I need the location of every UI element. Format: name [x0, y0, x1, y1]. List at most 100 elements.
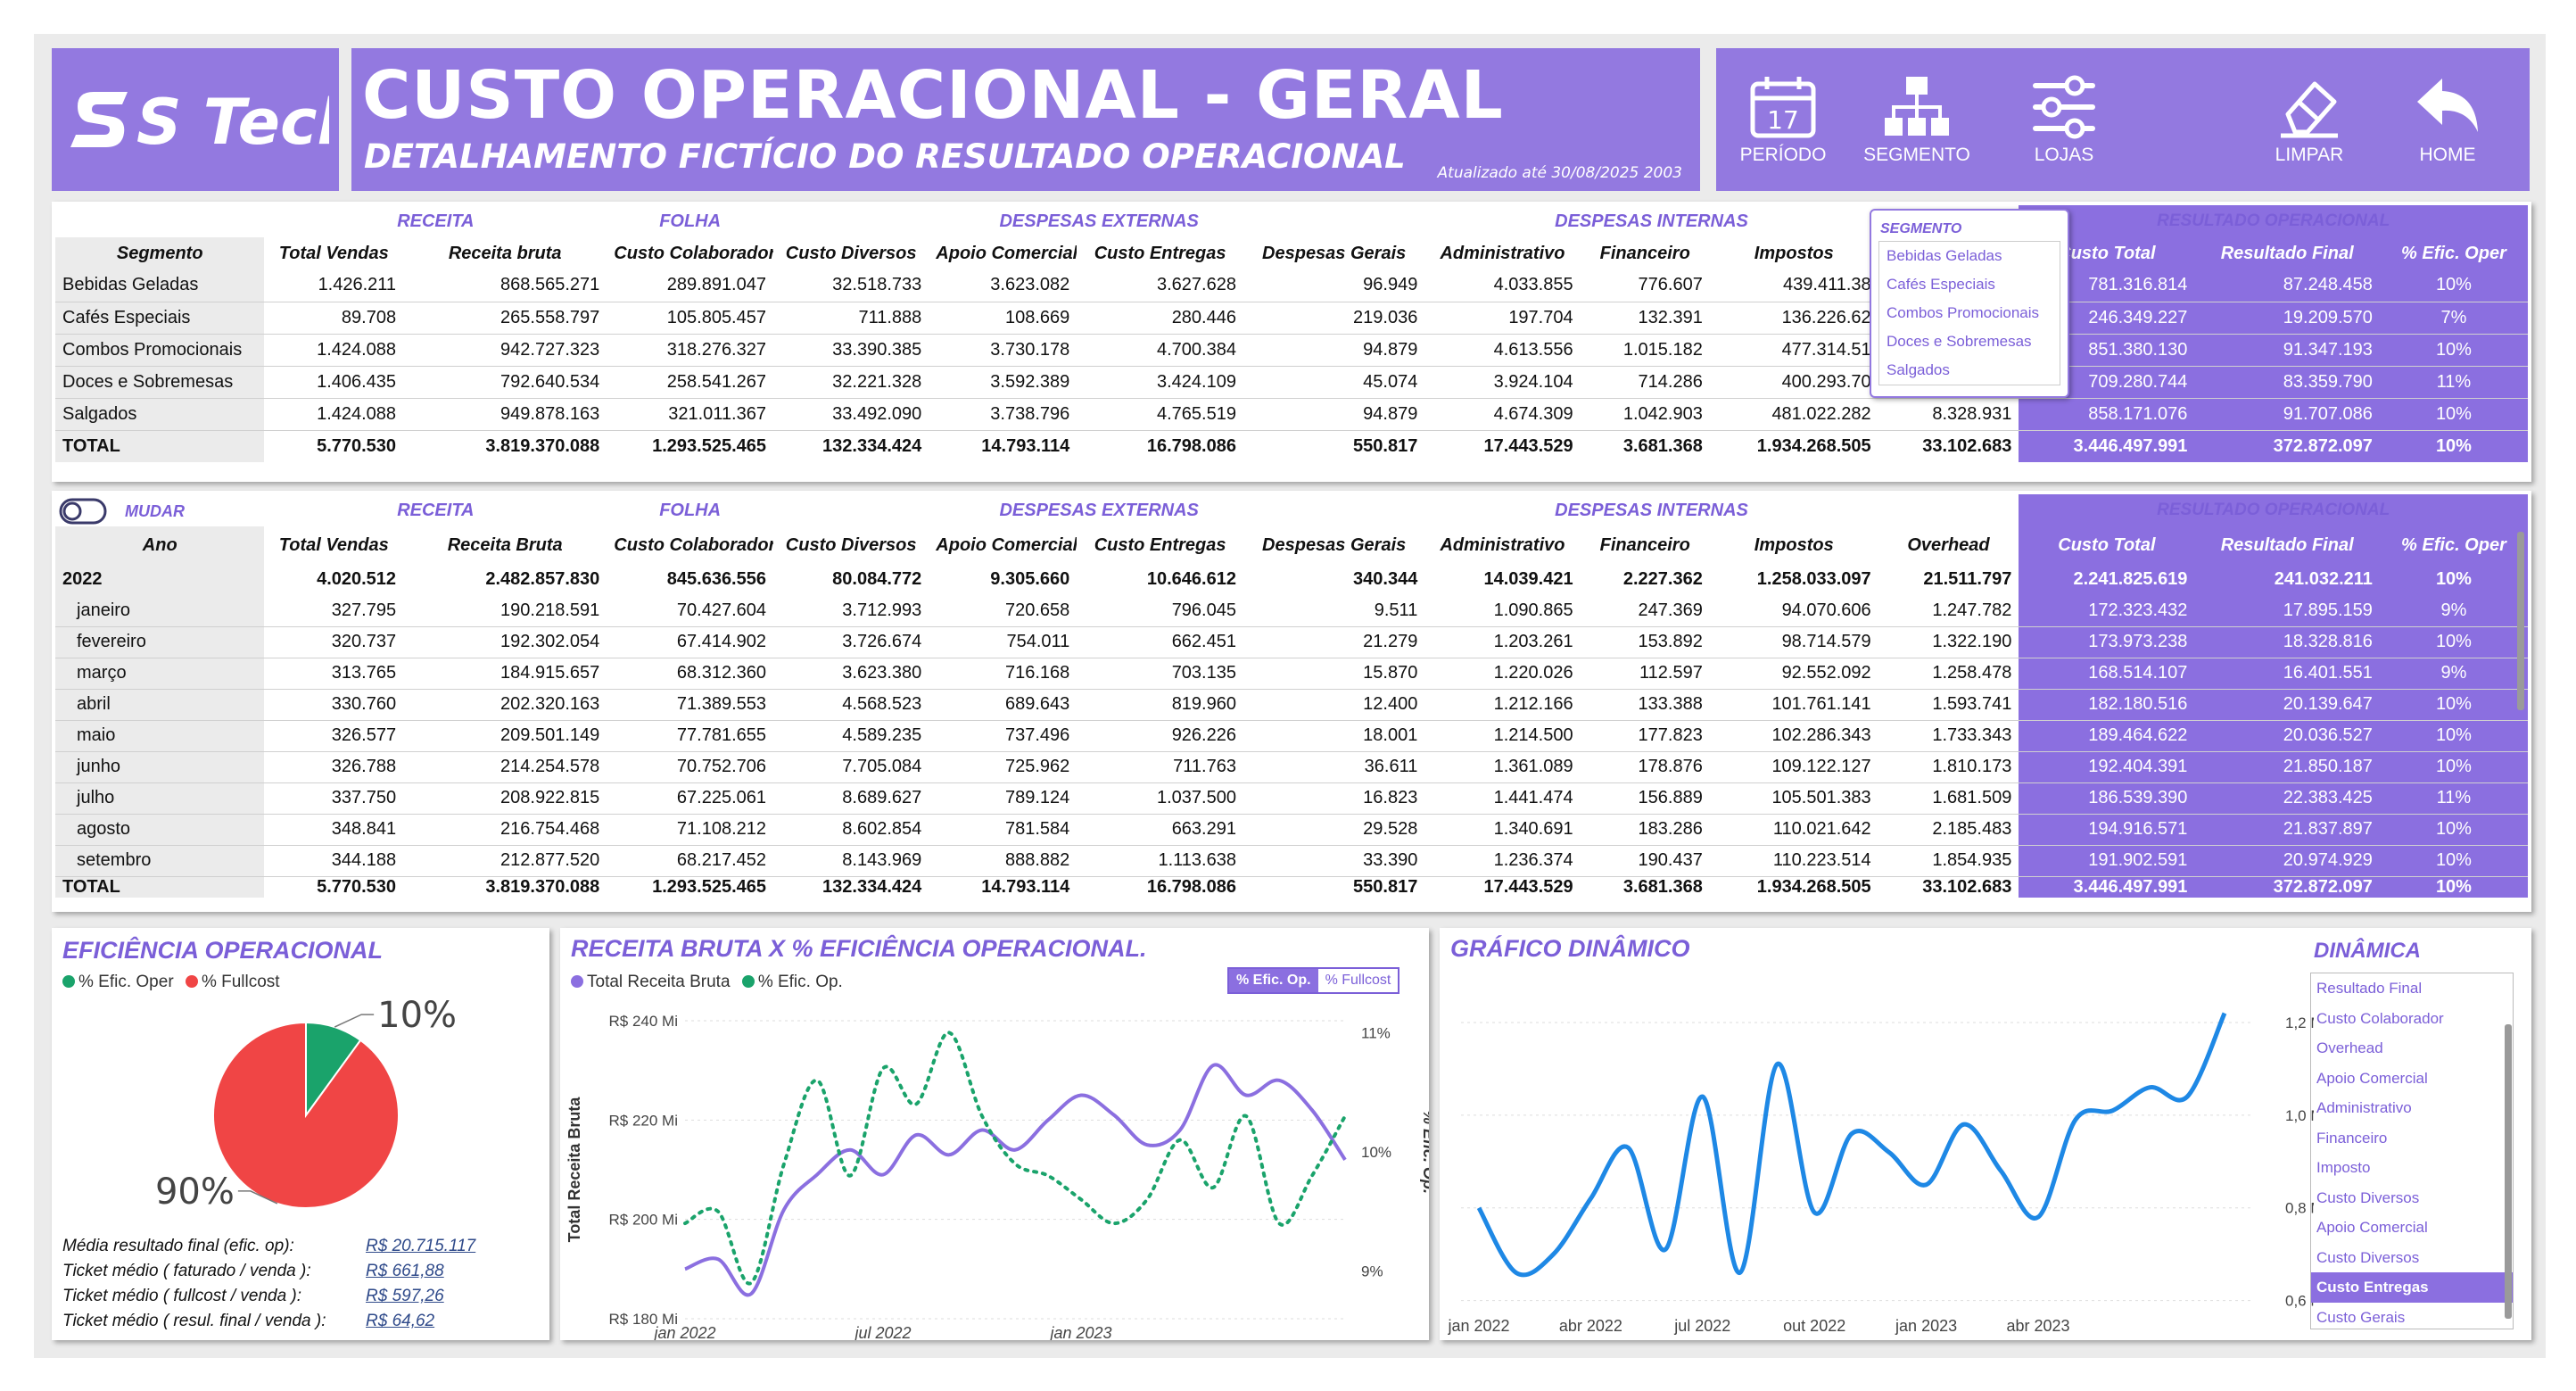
column-header[interactable]: Custo Colaborador: [614, 534, 773, 555]
table-cell: 337.750: [264, 782, 404, 815]
total-row[interactable]: TOTAL 5.770.530 3.819.370.088 1.293.525.465…: [55, 876, 2528, 898]
table-row[interactable]: agosto 348.841 216.754.468 71.108.212 8.602.…: [55, 814, 2528, 846]
stores-button[interactable]: LOJAS: [1997, 75, 2131, 166]
column-header[interactable]: Administrativo: [1440, 243, 1565, 263]
table-row[interactable]: abril 330.760 202.320.163 71.389.553 4.568.5…: [55, 689, 2528, 721]
column-header[interactable]: Apoio Comercial: [936, 534, 1077, 555]
table-cell: 136.226.62: [1709, 302, 1878, 335]
column-header[interactable]: Total Vendas: [278, 534, 389, 555]
table-row[interactable]: Salgados 1.424.088 949.878.163 321.011.367 3…: [55, 398, 2528, 431]
column-header[interactable]: Custo Colaborador: [614, 243, 773, 263]
segment-option[interactable]: Salgados: [1887, 361, 1950, 378]
dynamic-list-title: DINÂMICA: [2314, 939, 2421, 963]
dynamic-option[interactable]: Custo Diversos: [2316, 1248, 2420, 1266]
dynamic-option[interactable]: Custo Colaborador: [2316, 1009, 2444, 1027]
year-table-scrollbar[interactable]: [2517, 532, 2524, 710]
column-header[interactable]: Custo Diversos: [785, 243, 917, 263]
table-cell: 10%: [2379, 689, 2528, 721]
dynamic-list-scrollbar[interactable]: [2505, 1024, 2512, 1319]
table-row[interactable]: Cafés Especiais 89.708 265.558.797 105.805.…: [55, 302, 2528, 335]
segment-option[interactable]: Bebidas Geladas: [1887, 247, 2002, 264]
dynamic-option[interactable]: Overhead: [2316, 1039, 2383, 1056]
table-row[interactable]: janeiro 327.795 190.218.591 70.427.604 3.712…: [55, 595, 2528, 627]
clear-button[interactable]: LIMPAR: [2242, 75, 2376, 166]
table-row[interactable]: Bebidas Geladas 1.426.211 868.565.271 289.8…: [55, 269, 2528, 302]
dynamic-option[interactable]: Financeiro: [2316, 1129, 2388, 1147]
x-tick-label: abr 2023: [2006, 1317, 2069, 1335]
table-cell: 98.714.579: [1709, 626, 1878, 658]
table-row[interactable]: Combos Promocionais 1.424.088 942.727.323 3…: [55, 334, 2528, 367]
period-button[interactable]: 17 PERÍODO: [1716, 75, 1850, 166]
y2-tick-label: 10%: [1361, 1144, 1391, 1161]
column-header[interactable]: Impostos: [1754, 534, 1834, 555]
pie-data-label: 10%: [377, 995, 457, 1036]
table-cell: 1.258.478: [1878, 658, 2019, 690]
column-header[interactable]: Impostos: [1754, 243, 1834, 263]
toggle-efic-button[interactable]: % Efic. Op.: [1229, 969, 1318, 992]
table-cell: 663.291: [1077, 814, 1243, 846]
table-row[interactable]: Doces e Sobremesas 1.406.435 792.640.534 25…: [55, 366, 2528, 399]
segment-button[interactable]: SEGMENTO: [1850, 75, 1984, 166]
column-header[interactable]: Receita bruta: [448, 243, 562, 263]
table-row[interactable]: maio 326.577 209.501.149 77.781.655 4.589.23…: [55, 720, 2528, 752]
column-header[interactable]: Segmento: [55, 237, 265, 269]
table-cell: 17.895.159: [2194, 595, 2380, 627]
column-header[interactable]: Receita Bruta: [447, 534, 563, 555]
toggle-fullcost-button[interactable]: % Fullcost: [1325, 973, 1391, 988]
table-cell: 10%: [2379, 269, 2528, 302]
dynamic-option[interactable]: Custo Diversos: [2316, 1188, 2420, 1206]
table-cell: 340.344: [1353, 569, 1418, 589]
table-cell: 1.424.088: [264, 398, 404, 431]
column-header[interactable]: % Efic. Oper: [2379, 526, 2528, 564]
column-header[interactable]: Total Vendas: [278, 243, 389, 263]
column-header[interactable]: Despesas Gerais: [1262, 243, 1407, 263]
table-row[interactable]: fevereiro 320.737 192.302.054 67.414.902 3.7…: [55, 626, 2528, 658]
table-cell: 3.623.380: [773, 658, 929, 690]
home-button[interactable]: HOME: [2381, 75, 2514, 166]
column-header[interactable]: Custo Entregas: [1094, 243, 1226, 263]
dynamic-option[interactable]: Custo Gerais: [2316, 1308, 2406, 1326]
table-cell: 105.501.383: [1709, 782, 1878, 815]
column-header[interactable]: Resultado Final: [2194, 237, 2380, 269]
segment-option[interactable]: Combos Promocionais: [1887, 304, 2040, 321]
dynamic-option[interactable]: Administrativo: [2316, 1099, 2412, 1116]
column-header[interactable]: Resultado Final: [2194, 526, 2380, 564]
segment-option[interactable]: Doces e Sobremesas: [1887, 333, 2032, 350]
table-cell: 109.122.127: [1709, 751, 1878, 783]
total-row[interactable]: TOTAL 5.770.530 3.819.370.088 1.293.525.465…: [55, 430, 2528, 462]
dynamic-option[interactable]: Apoio Comercial: [2316, 1069, 2428, 1087]
series-dynamic-line[interactable]: [1476, 1012, 2227, 1278]
column-header[interactable]: Apoio Comercial: [936, 243, 1077, 263]
table-row[interactable]: julho 337.750 208.922.815 67.225.061 8.689.6…: [55, 782, 2528, 815]
segment-option[interactable]: Cafés Especiais: [1887, 276, 1995, 293]
year-row[interactable]: 2022 4.020.512 2.482.857.830 845.636.556 80.…: [55, 564, 2528, 595]
dynamic-option[interactable]: Imposto: [2316, 1159, 2371, 1176]
column-header[interactable]: Ano: [55, 526, 265, 564]
column-header[interactable]: % Efic. Oper: [2379, 237, 2528, 269]
table-cell: abril: [55, 689, 265, 721]
series-efic-line[interactable]: [683, 1031, 1347, 1286]
table-cell: 33.102.683: [1922, 435, 2012, 456]
table-row[interactable]: setembro 344.188 212.877.520 68.217.452 8.14…: [55, 845, 2528, 877]
table-cell: 550.817: [1353, 435, 1418, 456]
dynamic-chart-panel: [1440, 928, 2531, 1340]
dynamic-option[interactable]: Apoio Comercial: [2316, 1219, 2428, 1236]
table-row[interactable]: junho 326.788 214.254.578 70.752.706 7.705.0…: [55, 751, 2528, 783]
column-header[interactable]: Custo Diversos: [785, 534, 917, 555]
column-header[interactable]: Custo Total: [2019, 526, 2195, 564]
table-cell: 14.793.114: [981, 435, 1070, 456]
column-header[interactable]: Financeiro: [1599, 534, 1690, 555]
table-cell: 8.602.854: [773, 814, 929, 846]
dynamic-option[interactable]: Resultado Final: [2316, 980, 2423, 997]
change-toggle[interactable]: MUDAR: [59, 498, 185, 525]
column-header[interactable]: Administrativo: [1440, 534, 1565, 555]
column-header[interactable]: Financeiro: [1599, 243, 1690, 263]
column-header[interactable]: Overhead: [1907, 534, 1990, 555]
column-header[interactable]: Custo Entregas: [1094, 534, 1226, 555]
table-cell: 3.924.104: [1424, 366, 1581, 399]
series-revenue-line[interactable]: [684, 1063, 1347, 1297]
pie-slice[interactable]: [212, 1021, 400, 1209]
dynamic-option[interactable]: Custo Entregas: [2311, 1272, 2513, 1303]
column-header[interactable]: Despesas Gerais: [1262, 534, 1407, 555]
table-row[interactable]: março 313.765 184.915.657 68.312.360 3.623.3…: [55, 658, 2528, 690]
